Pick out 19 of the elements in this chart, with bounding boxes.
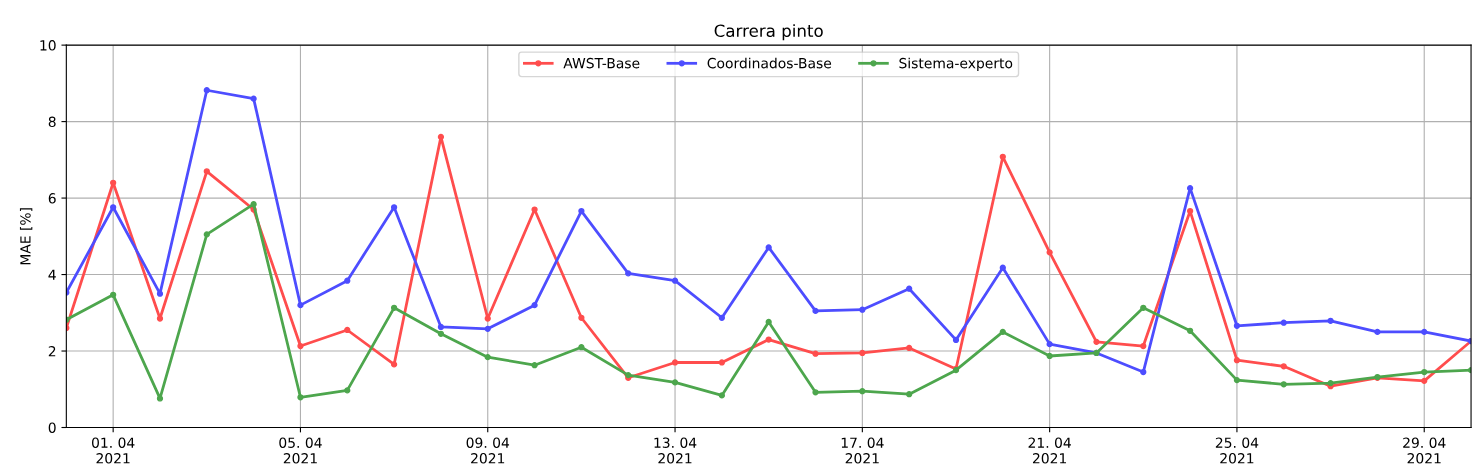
y-tick-label: 0 (48, 422, 56, 433)
y-tick-label: 6 (48, 193, 56, 204)
x-tick-label: 17. 04 2021 (841, 437, 884, 464)
chart-title: Carrera pinto (714, 24, 823, 41)
legend-label: AWST-Base (563, 57, 640, 69)
x-tick-label: 29. 04 2021 (1403, 437, 1446, 464)
x-tick-label: 09. 04 2021 (466, 437, 510, 464)
y-tick-label: 10 (40, 40, 56, 51)
x-tick-label: 13. 04 2021 (654, 437, 697, 464)
x-tick-label: 25. 04 2021 (1215, 437, 1259, 464)
x-tick-label: 05. 04 2021 (279, 437, 322, 464)
legend-label: Sistema-experto (899, 57, 1013, 72)
y-tick-label: 4 (48, 269, 56, 280)
legend-label: Coordinados-Base (707, 57, 832, 69)
y-tick-label: 2 (48, 345, 56, 357)
y-axis-title: MAE [%] (19, 208, 33, 265)
x-tick-label: 01. 04 2021 (91, 437, 135, 464)
x-tick-label: 21. 04 2021 (1028, 437, 1071, 464)
y-tick-label: 8 (48, 116, 56, 128)
